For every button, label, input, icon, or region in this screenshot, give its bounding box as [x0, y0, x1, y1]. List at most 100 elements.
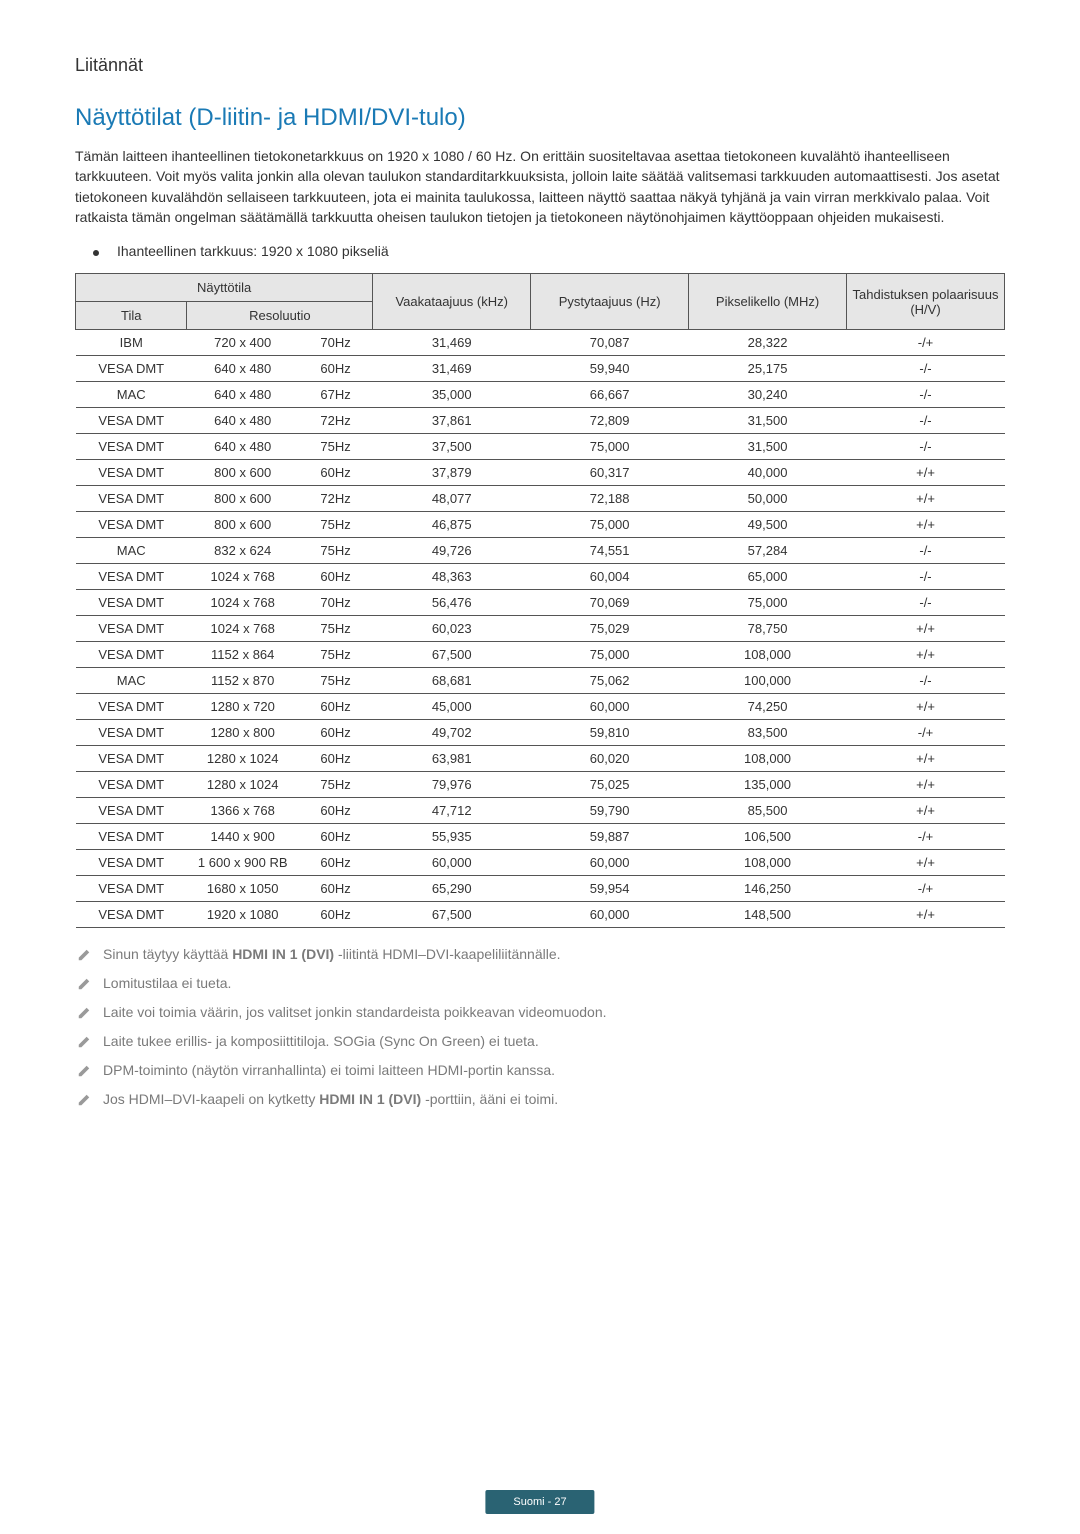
table-cell: 60Hz	[298, 746, 372, 772]
page-title: Näyttötilat (D-liitin- ja HDMI/DVI-tulo)	[75, 104, 1005, 132]
note-item: Lomitustilaa ei tueta.	[75, 975, 1005, 994]
table-cell: 75Hz	[298, 434, 372, 460]
table-cell: 72Hz	[298, 408, 372, 434]
table-cell: 66,667	[531, 382, 689, 408]
table-cell: -/-	[847, 538, 1005, 564]
table-cell: +/+	[847, 902, 1005, 928]
table-cell: 146,250	[689, 876, 847, 902]
table-cell: +/+	[847, 512, 1005, 538]
table-cell: 75,000	[531, 434, 689, 460]
table-cell: 59,954	[531, 876, 689, 902]
table-cell: VESA DMT	[76, 720, 187, 746]
table-cell: 60Hz	[298, 876, 372, 902]
table-cell: 40,000	[689, 460, 847, 486]
table-cell: VESA DMT	[76, 694, 187, 720]
table-cell: 68,681	[373, 668, 531, 694]
table-row: VESA DMT640 x 48075Hz37,50075,00031,500-…	[76, 434, 1005, 460]
table-cell: 1440 x 900	[187, 824, 298, 850]
pencil-icon	[75, 1033, 103, 1052]
table-cell: 30,240	[689, 382, 847, 408]
table-cell: 832 x 624	[187, 538, 298, 564]
table-cell: IBM	[76, 330, 187, 356]
th-vertical: Pystytaajuus (Hz)	[531, 274, 689, 330]
table-row: VESA DMT1920 x 108060Hz67,50060,000148,5…	[76, 902, 1005, 928]
display-modes-table: Näyttötila Vaakataajuus (kHz) Pystytaaju…	[75, 273, 1005, 928]
table-cell: 65,290	[373, 876, 531, 902]
th-horizontal: Vaakataajuus (kHz)	[373, 274, 531, 330]
table-row: VESA DMT1152 x 86475Hz67,50075,000108,00…	[76, 642, 1005, 668]
table-row: VESA DMT800 x 60060Hz37,87960,31740,000+…	[76, 460, 1005, 486]
table-cell: 72,809	[531, 408, 689, 434]
table-cell: 60Hz	[298, 356, 372, 382]
th-tila: Tila	[76, 302, 187, 330]
table-cell: 57,284	[689, 538, 847, 564]
table-cell: 45,000	[373, 694, 531, 720]
note-text: DPM-toiminto (näytön virranhallinta) ei …	[103, 1062, 555, 1078]
table-row: VESA DMT1 600 x 900 RB60Hz60,00060,00010…	[76, 850, 1005, 876]
table-cell: +/+	[847, 798, 1005, 824]
table-cell: VESA DMT	[76, 356, 187, 382]
table-cell: 35,000	[373, 382, 531, 408]
table-cell: +/+	[847, 772, 1005, 798]
table-cell: 75,000	[531, 512, 689, 538]
table-cell: 70,069	[531, 590, 689, 616]
table-row: VESA DMT1680 x 105060Hz65,29059,954146,2…	[76, 876, 1005, 902]
table-cell: 49,726	[373, 538, 531, 564]
table-cell: 48,363	[373, 564, 531, 590]
table-cell: -/+	[847, 824, 1005, 850]
table-row: VESA DMT640 x 48072Hz37,86172,80931,500-…	[76, 408, 1005, 434]
table-cell: MAC	[76, 668, 187, 694]
table-cell: 72Hz	[298, 486, 372, 512]
table-cell: 1024 x 768	[187, 564, 298, 590]
table-cell: 60,023	[373, 616, 531, 642]
table-cell: 31,469	[373, 330, 531, 356]
table-cell: 75Hz	[298, 642, 372, 668]
table-cell: VESA DMT	[76, 642, 187, 668]
table-cell: VESA DMT	[76, 512, 187, 538]
table-cell: 83,500	[689, 720, 847, 746]
bullet-item: Ihanteellinen tarkkuus: 1920 x 1080 piks…	[75, 243, 1005, 259]
table-cell: 67Hz	[298, 382, 372, 408]
table-cell: +/+	[847, 694, 1005, 720]
table-cell: -/-	[847, 434, 1005, 460]
table-cell: 135,000	[689, 772, 847, 798]
table-cell: 79,976	[373, 772, 531, 798]
note-text: Lomitustilaa ei tueta.	[103, 975, 231, 991]
note-text: Sinun täytyy käyttää HDMI IN 1 (DVI) -li…	[103, 946, 561, 962]
page-footer: Suomi - 27	[485, 1490, 594, 1514]
pencil-icon	[75, 1004, 103, 1023]
table-cell: 800 x 600	[187, 460, 298, 486]
table-row: VESA DMT1366 x 76860Hz47,71259,79085,500…	[76, 798, 1005, 824]
table-cell: 70Hz	[298, 330, 372, 356]
table-cell: 28,322	[689, 330, 847, 356]
table-cell: 1680 x 1050	[187, 876, 298, 902]
table-cell: 60Hz	[298, 902, 372, 928]
table-cell: VESA DMT	[76, 876, 187, 902]
table-cell: 720 x 400	[187, 330, 298, 356]
note-item: Laite voi toimia väärin, jos valitset jo…	[75, 1004, 1005, 1023]
table-row: MAC640 x 48067Hz35,00066,66730,240-/-	[76, 382, 1005, 408]
table-cell: 1366 x 768	[187, 798, 298, 824]
pencil-icon	[75, 1062, 103, 1081]
table-cell: 75Hz	[298, 616, 372, 642]
table-cell: 1280 x 720	[187, 694, 298, 720]
table-cell: 49,500	[689, 512, 847, 538]
table-cell: 74,551	[531, 538, 689, 564]
table-cell: 31,500	[689, 408, 847, 434]
table-cell: -/-	[847, 382, 1005, 408]
table-cell: 75,000	[689, 590, 847, 616]
table-cell: -/+	[847, 330, 1005, 356]
table-row: MAC832 x 62475Hz49,72674,55157,284-/-	[76, 538, 1005, 564]
table-cell: -/-	[847, 590, 1005, 616]
th-resolution: Resoluutio	[187, 302, 373, 330]
note-item: Jos HDMI–DVI-kaapeli on kytketty HDMI IN…	[75, 1091, 1005, 1110]
note-item: DPM-toiminto (näytön virranhallinta) ei …	[75, 1062, 1005, 1081]
table-row: VESA DMT1024 x 76860Hz48,36360,00465,000…	[76, 564, 1005, 590]
table-cell: 1280 x 1024	[187, 746, 298, 772]
table-cell: +/+	[847, 642, 1005, 668]
table-cell: 60Hz	[298, 460, 372, 486]
table-cell: MAC	[76, 538, 187, 564]
intro-paragraph: Tämän laitteen ihanteellinen tietokoneta…	[75, 146, 1005, 227]
table-cell: 106,500	[689, 824, 847, 850]
table-cell: 148,500	[689, 902, 847, 928]
